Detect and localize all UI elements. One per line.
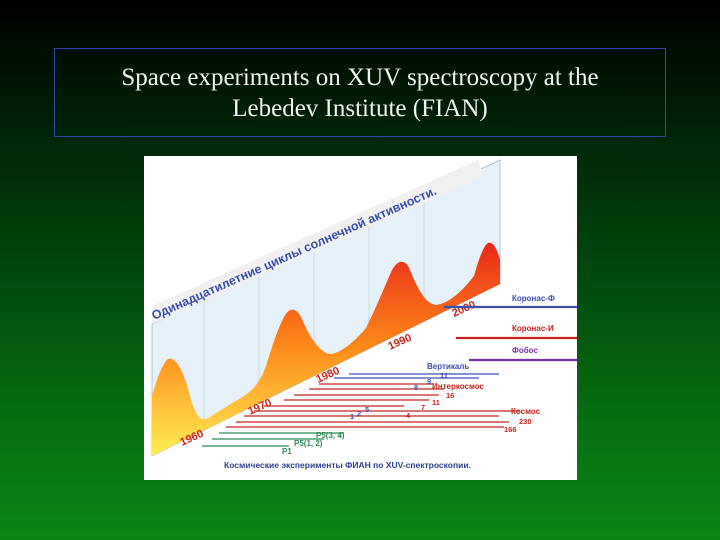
label-p1: Р1 bbox=[282, 447, 292, 456]
count-230: 230 bbox=[519, 417, 532, 426]
label-koronas-i: Коронас-И bbox=[512, 324, 554, 333]
label-fobos: Фобос bbox=[512, 346, 538, 355]
count-16: 16 bbox=[446, 391, 454, 400]
solar-activity-area bbox=[152, 242, 500, 456]
solar-cycle-figure: Одинадцатилетние циклы солнечной активно… bbox=[144, 156, 577, 480]
label-p5-12: Р5(1, 2) bbox=[294, 439, 323, 448]
label-vertikal: Вертикаль bbox=[427, 362, 469, 371]
slide-title-line-1: Space experiments on XUV spectroscopy at… bbox=[121, 63, 599, 91]
solar-cycle-svg: Одинадцатилетние циклы солнечной активно… bbox=[150, 159, 577, 470]
count-8: 8 bbox=[414, 383, 418, 392]
count-1: 1 bbox=[350, 412, 354, 421]
slide-title-box: Space experiments on XUV spectroscopy at… bbox=[54, 48, 666, 137]
count-4: 4 bbox=[406, 411, 411, 420]
count-11a: 11 bbox=[440, 371, 448, 380]
slide-title-line-2: Lebedev Institute (FIAN) bbox=[232, 94, 488, 122]
panel-gridlines bbox=[203, 196, 425, 431]
count-9: 9 bbox=[427, 377, 431, 386]
count-2: 2 bbox=[357, 409, 361, 418]
count-labels: 11 9 8 16 11 7 4 5 2 1 230 166 bbox=[350, 371, 532, 434]
label-p5-34: Р5(3, 4) bbox=[316, 431, 345, 440]
count-11b: 11 bbox=[432, 398, 440, 407]
label-interkosmos: Интеркосмос bbox=[432, 382, 485, 391]
figure-caption: Космические эксперименты ФИАН по XUV-спе… bbox=[224, 460, 471, 470]
mission-labels: Коронас-Ф Коронас-И Фобос Вертикаль Инте… bbox=[282, 294, 555, 456]
banner-band bbox=[152, 160, 484, 324]
label-koronas-f: Коронас-Ф bbox=[512, 294, 555, 303]
count-5: 5 bbox=[365, 405, 369, 414]
count-166: 166 bbox=[504, 425, 517, 434]
mission-lines bbox=[202, 305, 577, 447]
count-7: 7 bbox=[421, 403, 425, 412]
label-kosmos: Космос bbox=[511, 407, 541, 416]
